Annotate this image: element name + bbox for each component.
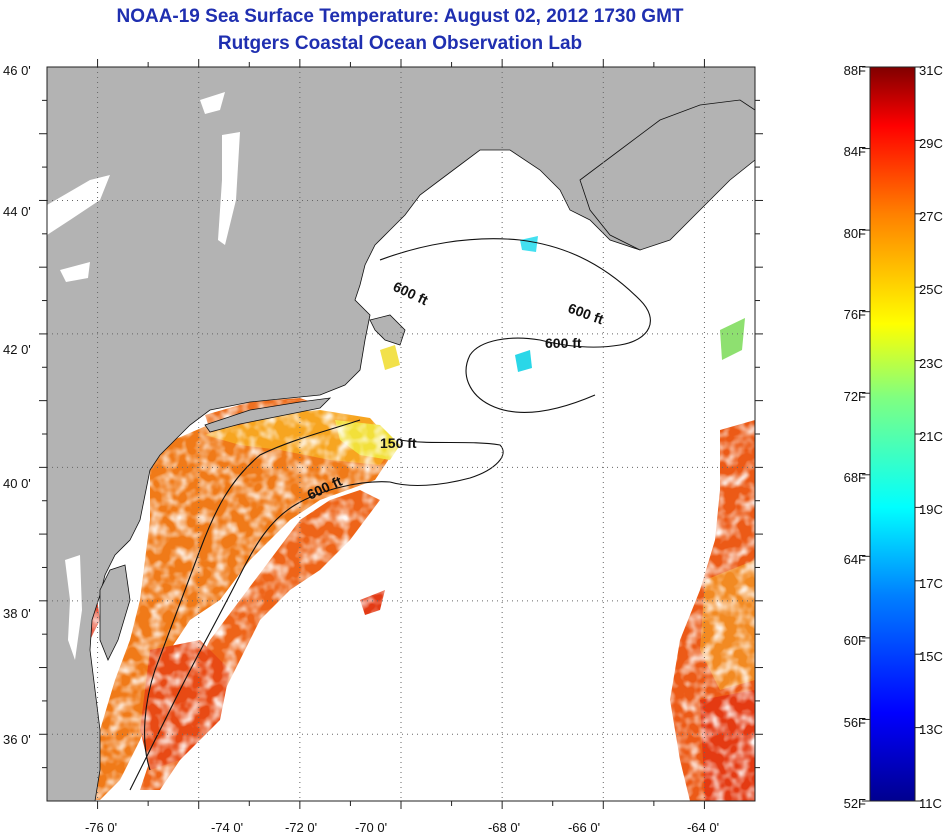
- colorbar-c-label: 27C: [919, 209, 943, 224]
- map-title: NOAA-19 Sea Surface Temperature: August …: [116, 6, 684, 27]
- lake-small-2: [60, 262, 90, 282]
- land-layer: [47, 67, 755, 801]
- lon-label: -76 0': [85, 820, 117, 835]
- colorbar-f-label: 72F: [844, 389, 866, 404]
- colorbar-gradient: [869, 66, 916, 802]
- colorbar-c-label: 25C: [919, 282, 943, 297]
- lat-lon-grid: [47, 67, 755, 801]
- lat-label: 44 0': [3, 204, 31, 219]
- lon-label: -68 0': [488, 820, 520, 835]
- lat-label: 40 0': [3, 476, 31, 491]
- colorbar-f-label: 56F: [844, 715, 866, 730]
- colorbar-ticks: [862, 66, 922, 802]
- land-nova-scotia: [579, 99, 755, 251]
- lon-label: -72 0': [285, 820, 317, 835]
- colorbar-c-label: 29C: [919, 136, 943, 151]
- lake-champlain: [218, 132, 240, 245]
- sst-patch-scotian-green: [720, 318, 745, 360]
- colorbar-c-label: 21C: [919, 429, 943, 444]
- lat-label: 36 0': [3, 732, 31, 747]
- contour-inner-shelf: [144, 419, 361, 771]
- lon-label: -66 0': [568, 820, 600, 835]
- colorbar-c-label: 19C: [919, 502, 943, 517]
- chesapeake-bay: [65, 555, 82, 660]
- lakes-layer: [47, 92, 240, 660]
- lake-ontario: [47, 175, 110, 235]
- land-delmarva: [99, 564, 131, 661]
- colorbar-c-label: 15C: [919, 649, 943, 664]
- colorbar-c-label: 11C: [919, 796, 942, 811]
- colorbar-c-label: 23C: [919, 356, 943, 371]
- colorbar-c-label: 13C: [919, 722, 943, 737]
- lon-label: -70 0': [355, 820, 387, 835]
- contour-600ft-shelf: [129, 481, 391, 791]
- colorbar-f-label: 84F: [844, 144, 866, 159]
- colorbar-f-label: 60F: [844, 633, 866, 648]
- lat-label: 42 0': [3, 342, 31, 357]
- colorbar-f-label: 76F: [844, 307, 866, 322]
- colorbar-f-label: 52F: [844, 796, 866, 811]
- colorbar-f-label: 80F: [844, 226, 866, 241]
- colorbar-f-label: 64F: [844, 552, 866, 567]
- land-cape-cod: [369, 314, 406, 346]
- colorbar-c-label: 31C: [919, 63, 943, 78]
- map-subtitle: Rutgers Coastal Ocean Observation Lab: [217, 33, 583, 54]
- lake-small-1: [200, 92, 225, 114]
- sst-patch-cape-cod-bay: [380, 345, 400, 370]
- lon-label: -64 0': [687, 820, 719, 835]
- contour-label-3: 600 ft: [545, 335, 582, 351]
- colorbar-f-label: 68F: [844, 470, 866, 485]
- contour-label-4: 150 ft: [380, 435, 417, 451]
- sst-patch-gom-cyan-1: [515, 350, 532, 372]
- lat-label: 46 0': [3, 63, 31, 78]
- land-long-island: [204, 397, 332, 433]
- axis-ticks: [39, 59, 763, 809]
- lat-label: 38 0': [3, 606, 31, 621]
- contour-lines: [129, 238, 651, 791]
- lon-label: -74 0': [211, 820, 243, 835]
- contour-150ft-gb: [389, 439, 504, 487]
- sst-data-layer: [47, 135, 755, 801]
- colorbar-c-label: 17C: [919, 576, 943, 591]
- contour-600ft-gom: [379, 238, 651, 413]
- colorbar-f-label: 88F: [844, 63, 866, 78]
- sst-patch-gom-cyan-2: [520, 236, 538, 252]
